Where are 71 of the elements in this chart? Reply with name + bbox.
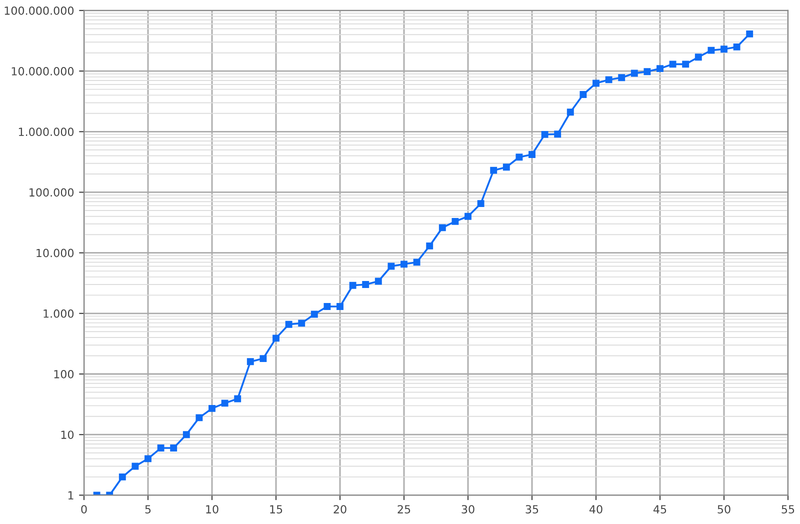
point	[196, 414, 203, 422]
y-tick-label: 1.000.000	[18, 128, 74, 136]
y-tick-label: 100.000.000	[4, 6, 74, 15]
point	[708, 46, 715, 54]
point	[413, 258, 420, 266]
point	[605, 76, 612, 84]
point	[720, 46, 728, 53]
x-tick-label: 35	[526, 505, 538, 514]
point	[285, 320, 292, 328]
point	[669, 60, 676, 68]
point	[426, 242, 434, 250]
point	[733, 43, 740, 50]
point	[618, 74, 626, 82]
point	[452, 218, 459, 225]
x-tick-label: 50	[718, 505, 730, 514]
point	[630, 70, 638, 77]
x-tick-label: 55	[782, 505, 794, 514]
point	[298, 320, 306, 327]
point	[157, 444, 164, 452]
y-tick-label: 100.000	[30, 188, 74, 197]
point	[144, 455, 152, 462]
point	[221, 400, 228, 407]
point	[118, 473, 126, 480]
point	[554, 130, 562, 138]
y-tick-label: 1	[68, 491, 74, 500]
point	[336, 303, 344, 310]
x-tick-label: 40	[589, 505, 602, 514]
point	[272, 334, 280, 342]
x-tick-label: 5	[145, 505, 151, 514]
point	[132, 462, 139, 470]
point	[502, 164, 510, 171]
point	[746, 30, 754, 38]
point	[656, 65, 664, 72]
y-tick-label: 10.000.000	[12, 67, 74, 76]
point	[516, 154, 523, 161]
point	[541, 130, 548, 138]
x-tick-label: 15	[270, 505, 282, 514]
point	[349, 282, 356, 289]
point	[490, 166, 498, 174]
point	[182, 431, 190, 438]
x-tick-label: 45	[653, 505, 666, 514]
point	[464, 212, 472, 220]
point	[592, 80, 600, 87]
point	[260, 355, 267, 362]
point	[374, 278, 382, 285]
point	[528, 151, 536, 158]
point	[388, 262, 395, 270]
y-tick-label: 10	[61, 430, 74, 439]
point	[644, 68, 651, 76]
point	[580, 91, 587, 98]
x-tick-label: 10	[206, 505, 218, 514]
point	[208, 404, 216, 412]
point	[310, 310, 318, 318]
x-tick-label: 20	[334, 505, 346, 514]
point	[477, 200, 484, 208]
point	[324, 303, 331, 310]
point	[682, 60, 690, 68]
y-tick-label: 100	[54, 370, 74, 378]
x-tick-label: 25	[398, 505, 410, 514]
point	[170, 444, 178, 452]
point	[234, 395, 242, 402]
point	[438, 224, 446, 232]
point	[400, 260, 408, 268]
point	[566, 108, 574, 116]
point	[246, 358, 254, 366]
y-tick-label: 1.000	[44, 309, 74, 318]
x-tick-label: 30	[462, 505, 474, 514]
x-tick-label: 0	[81, 505, 87, 514]
point	[362, 281, 370, 288]
point	[694, 54, 702, 61]
y-tick-label: 10.000	[36, 248, 74, 258]
